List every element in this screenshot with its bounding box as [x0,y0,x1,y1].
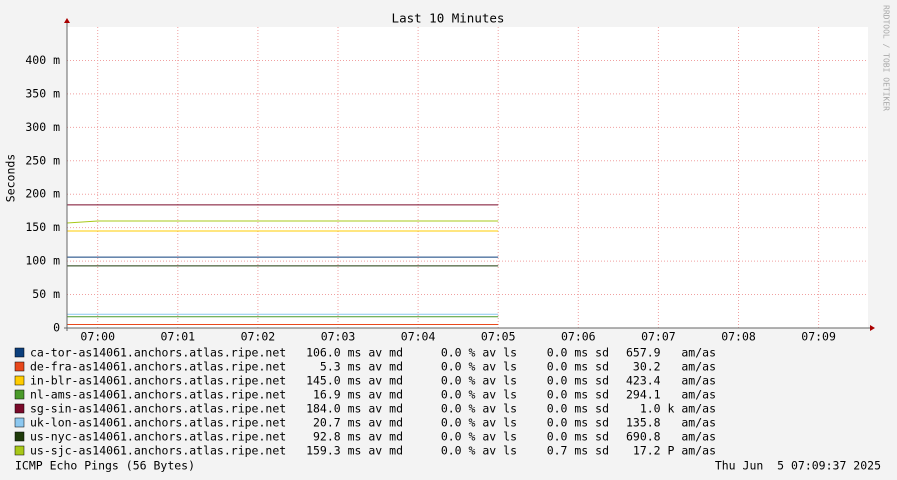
legend-stat: 690.8 am/as [626,430,716,444]
legend-stat: 106.0 ms av md [306,346,403,360]
x-axis-arrow [870,325,875,331]
legend-stat: 0.0 ms sd [547,402,609,416]
legend-stat: 159.3 ms av md [306,444,403,458]
x-tick-label: 07:02 [241,330,276,344]
legend-swatch [14,347,25,358]
legend-stat: 0.0 % av ls [441,360,517,374]
y-tick-label: 350 m [25,86,60,100]
legend-stat: 135.8 am/as [626,416,716,430]
plot-area [67,27,868,328]
legend-stat: 0.0 % av ls [441,374,517,388]
legend-stat: 423.4 am/as [626,374,716,388]
legend-label: sg-sin-as14061.anchors.atlas.ripe.net [30,402,286,416]
legend-swatch [14,361,25,372]
chart-title: Last 10 Minutes [392,11,505,26]
y-axis-arrow [64,18,70,23]
y-tick-label: 400 m [25,53,60,67]
x-tick-label: 07:00 [80,330,115,344]
legend-stat: 0.0 ms sd [547,360,609,374]
legend-stat: 0.0 ms sd [547,374,609,388]
legend-stat: 0.0 % av ls [441,402,517,416]
legend-stat: 0.0 % av ls [441,444,517,458]
y-tick-label: 300 m [25,120,60,134]
x-tick-label: 07:04 [401,330,436,344]
legend-label: us-sjc-as14061.anchors.atlas.ripe.net [30,444,286,458]
legend-label: nl-ams-as14061.anchors.atlas.ripe.net [30,388,286,402]
legend-swatch [14,445,25,456]
y-tick-label: 100 m [25,254,60,268]
side-label: RRDTOOL / TOBI OETIKER [882,5,891,111]
legend-stat: 92.8 ms av md [313,430,403,444]
legend-stat: 20.7 ms av md [313,416,403,430]
legend-swatch [14,403,25,414]
legend-label: uk-lon-as14061.anchors.atlas.ripe.net [30,416,286,430]
legend-label: in-blr-as14061.anchors.atlas.ripe.net [30,374,286,388]
legend-label: us-nyc-as14061.anchors.atlas.ripe.net [30,430,286,444]
timestamp: Thu Jun 5 07:09:37 2025 [715,459,881,473]
legend-swatch [14,389,25,400]
x-tick-label: 07:09 [801,330,836,344]
legend-stat: 1.0 k am/as [640,402,716,416]
y-tick-label: 0 [53,321,60,335]
legend-label: ca-tor-as14061.anchors.atlas.ripe.net [30,346,286,360]
legend-stat: 0.0 % av ls [441,346,517,360]
y-axis-label: Seconds [4,154,18,202]
legend-swatch [14,375,25,386]
legend-stat: 0.0 % av ls [441,430,517,444]
legend-swatch [14,431,25,442]
x-tick-label: 07:05 [481,330,516,344]
legend-stat: 5.3 ms av md [320,360,403,374]
legend-stat: 657.9 am/as [626,346,716,360]
legend-stat: 0.0 % av ls [441,416,517,430]
legend-stat: 0.0 % av ls [441,388,517,402]
legend-stat: 184.0 ms av md [306,402,403,416]
legend-stat: 30.2 am/as [633,360,716,374]
series-line [66,220,499,224]
legend-stat: 17.2 P am/as [633,444,716,458]
y-tick-label: 250 m [25,153,60,167]
x-tick-label: 07:01 [160,330,195,344]
legend-stat: 145.0 ms av md [306,374,403,388]
legend-swatch [14,417,25,428]
y-tick-label: 50 m [32,287,60,301]
legend-stat: 0.0 ms sd [547,430,609,444]
legend-stat: 0.7 ms sd [547,444,609,458]
legend-stat: 0.0 ms sd [547,416,609,430]
legend-stat: 16.9 ms av md [313,388,403,402]
x-tick-label: 07:06 [561,330,596,344]
x-tick-label: 07:03 [321,330,356,344]
x-tick-label: 07:07 [641,330,676,344]
y-tick-label: 200 m [25,187,60,201]
legend-label: de-fra-as14061.anchors.atlas.ripe.net [30,360,286,374]
legend-stat: 0.0 ms sd [547,346,609,360]
legend-stat: 294.1 am/as [626,388,716,402]
legend-stat: 0.0 ms sd [547,388,609,402]
x-tick-label: 07:08 [721,330,756,344]
y-tick-label: 150 m [25,220,60,234]
footer: ICMP Echo Pings (56 Bytes) [15,459,195,473]
